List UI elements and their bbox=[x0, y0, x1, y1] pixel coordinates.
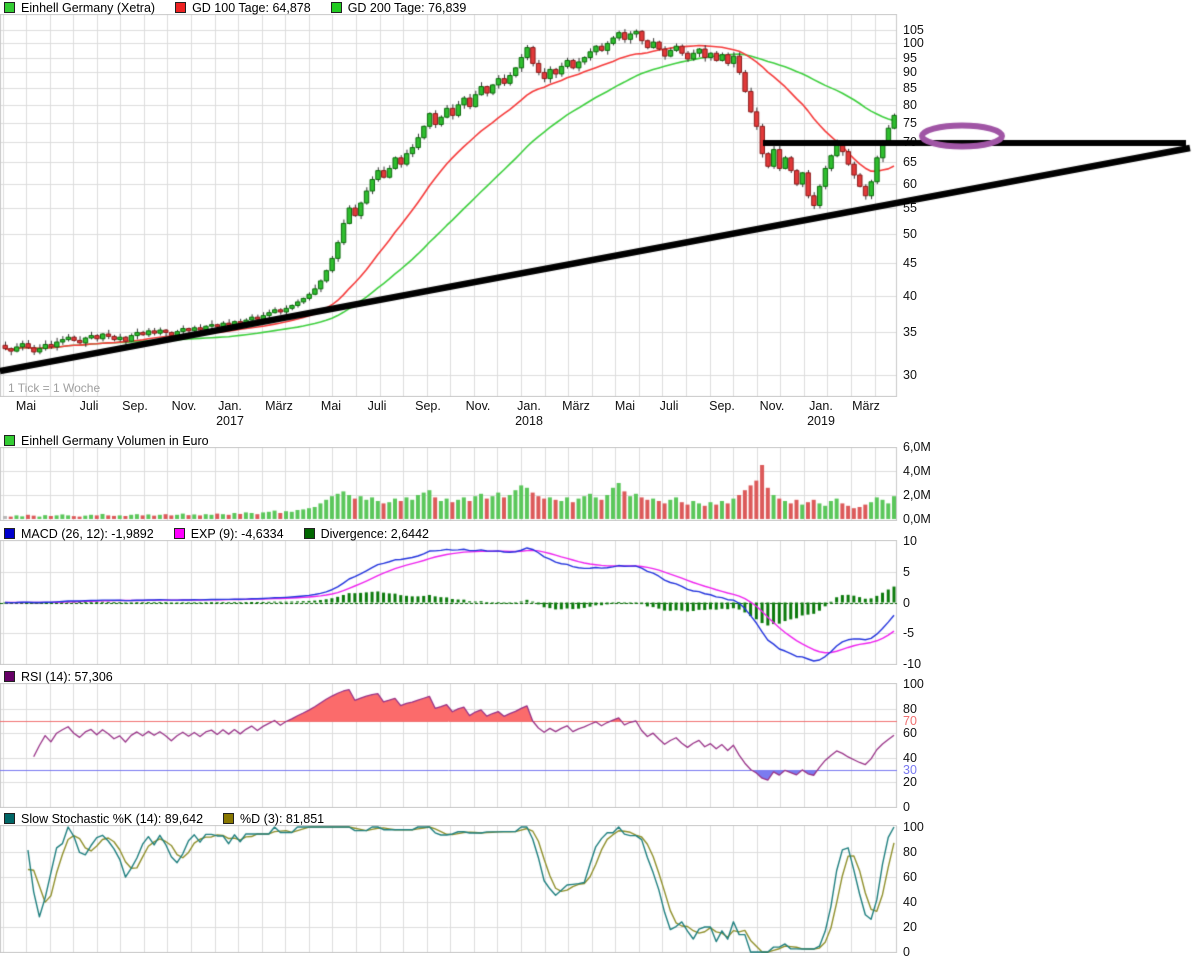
axis-tick-label: 6,0M bbox=[903, 440, 931, 454]
axis-tick-label: 100 bbox=[903, 677, 924, 691]
axis-tick-label: 80 bbox=[903, 845, 917, 859]
axis-tick-label: 35 bbox=[903, 325, 917, 340]
axis-tick-label: 80 bbox=[903, 701, 917, 716]
divergence-label: Divergence: 2,6442 bbox=[320, 526, 429, 541]
volume-plot-canvas bbox=[0, 447, 1198, 521]
x-axis-tick-label: Sep. bbox=[122, 399, 148, 413]
axis-tick-label: 70 bbox=[903, 713, 917, 728]
main-chart-legend: Einhell Germany (Xetra) GD 100 Tage: 64,… bbox=[4, 0, 467, 15]
rsi-legend: RSI (14): 57,306 bbox=[4, 670, 113, 684]
axis-tick-label: 75 bbox=[903, 115, 917, 130]
axis-tick-label: 0 bbox=[903, 800, 910, 814]
volume-legend: Einhell Germany Volumen in Euro bbox=[4, 434, 209, 448]
x-axis-tick-label: Mai bbox=[15, 399, 37, 413]
axis-tick-label: 95 bbox=[903, 50, 917, 65]
x-axis-tick-label: Nov. bbox=[171, 399, 197, 413]
axis-tick-label: 60 bbox=[903, 726, 917, 741]
x-axis-tick-label: Jan. 2018 bbox=[515, 399, 543, 428]
axis-tick-label: 40 bbox=[903, 750, 917, 765]
axis-tick-label: 50 bbox=[903, 227, 917, 242]
legend-item-exp: EXP (9): -4,6334 bbox=[173, 526, 284, 541]
axis-tick-label: 55 bbox=[903, 201, 917, 215]
axis-tick-label: 40 bbox=[903, 895, 917, 909]
axis-tick-label: 45 bbox=[903, 256, 917, 271]
axis-tick-label: 5 bbox=[903, 564, 910, 579]
axis-tick-label: -10 bbox=[903, 657, 922, 671]
axis-tick-label: 60 bbox=[903, 870, 917, 884]
gd200-swatch bbox=[330, 2, 342, 13]
x-axis-tick-label: Nov. bbox=[759, 399, 785, 413]
x-axis-tick-label: März bbox=[562, 399, 590, 413]
axis-tick-label: 20 bbox=[903, 920, 917, 934]
x-axis-tick-label: Sep. bbox=[415, 399, 441, 413]
axis-tick-label: -5 bbox=[903, 626, 915, 641]
gd100-label: GD 100 Tage: 64,878 bbox=[192, 0, 311, 15]
x-axis-tick-label: Juli bbox=[79, 399, 99, 413]
legend-item-gd100: GD 100 Tage: 64,878 bbox=[175, 1, 311, 15]
stoch-k-label: Slow Stochastic %K (14): 89,642 bbox=[21, 811, 204, 826]
volume-label: Einhell Germany Volumen in Euro bbox=[21, 433, 209, 448]
volume-swatch bbox=[4, 435, 15, 446]
x-axis-tick-label: Juli bbox=[367, 399, 387, 413]
axis-tick-label: 100 bbox=[903, 36, 924, 51]
x-axis-tick-label: März bbox=[852, 399, 880, 413]
legend-item-stoch-d: %D (3): 81,851 bbox=[223, 812, 324, 826]
legend-item-volume: Einhell Germany Volumen in Euro bbox=[4, 434, 209, 448]
gd200-label: GD 200 Tage: 76,839 bbox=[347, 0, 467, 15]
axis-tick-label: 90 bbox=[903, 65, 917, 80]
price-series-label: Einhell Germany (Xetra) bbox=[21, 0, 156, 15]
legend-item-stoch-k: Slow Stochastic %K (14): 89,642 bbox=[4, 812, 203, 826]
x-axis-tick-label: Mai bbox=[320, 399, 342, 413]
x-axis-tick-label: Jan. 2017 bbox=[216, 399, 244, 428]
axis-tick-label: 10 bbox=[903, 534, 917, 548]
axis-tick-label: 40 bbox=[903, 288, 917, 303]
axis-tick-label: 0 bbox=[903, 595, 910, 610]
x-axis-tick-label: Juli bbox=[659, 399, 679, 413]
x-axis-tick-label: Mai bbox=[614, 399, 636, 413]
gd100-swatch bbox=[175, 2, 187, 13]
price-series-swatch bbox=[4, 2, 15, 13]
macd-label: MACD (26, 12): -1,9892 bbox=[21, 526, 154, 541]
stoch-k-swatch bbox=[4, 813, 15, 824]
tick-unit-note: 1 Tick = 1 Woche bbox=[8, 381, 101, 395]
macd-plot-canvas bbox=[0, 540, 1198, 665]
axis-tick-label: 85 bbox=[903, 81, 917, 96]
axis-tick-label: 70 bbox=[903, 134, 917, 149]
axis-tick-label: 65 bbox=[903, 155, 917, 170]
axis-tick-label: 0 bbox=[903, 945, 910, 958]
stoch-d-swatch bbox=[223, 813, 235, 824]
legend-item-price: Einhell Germany (Xetra) bbox=[4, 1, 155, 15]
axis-tick-label: 2,0M bbox=[903, 488, 931, 502]
exp-label: EXP (9): -4,6334 bbox=[190, 526, 284, 541]
legend-item-rsi: RSI (14): 57,306 bbox=[4, 670, 113, 684]
axis-tick-label: 0,0M bbox=[903, 512, 931, 526]
price-plot-canvas bbox=[0, 14, 1198, 397]
axis-tick-label: 4,0M bbox=[903, 464, 931, 478]
axis-tick-label: 30 bbox=[903, 367, 917, 382]
axis-tick-label: 80 bbox=[903, 97, 917, 112]
macd-legend: MACD (26, 12): -1,9892 EXP (9): -4,6334 … bbox=[4, 526, 429, 541]
rsi-plot-canvas bbox=[0, 683, 1198, 808]
x-axis-tick-label: März bbox=[265, 399, 293, 413]
divergence-swatch bbox=[303, 528, 315, 539]
x-axis-tick-label: Nov. bbox=[465, 399, 491, 413]
rsi-label: RSI (14): 57,306 bbox=[21, 669, 113, 684]
axis-tick-label: 20 bbox=[903, 775, 917, 790]
axis-tick-label: 105 bbox=[903, 23, 924, 37]
axis-tick-label: 60 bbox=[903, 177, 917, 192]
stochastic-legend: Slow Stochastic %K (14): 89,642 %D (3): … bbox=[4, 812, 324, 826]
legend-item-gd200: GD 200 Tage: 76,839 bbox=[330, 0, 467, 15]
axis-tick-label: 100 bbox=[903, 820, 924, 834]
rsi-swatch bbox=[4, 671, 15, 682]
legend-item-macd: MACD (26, 12): -1,9892 bbox=[4, 527, 154, 541]
exp-swatch bbox=[173, 528, 185, 539]
legend-item-divergence: Divergence: 2,6442 bbox=[303, 526, 429, 541]
x-axis-tick-label: Jan. 2019 bbox=[807, 399, 835, 428]
stoch-d-label: %D (3): 81,851 bbox=[240, 811, 325, 826]
macd-swatch bbox=[4, 528, 15, 539]
axis-tick-label: 30 bbox=[903, 763, 917, 778]
stochastic-plot-canvas bbox=[0, 825, 1198, 953]
x-axis-tick-label: Sep. bbox=[709, 399, 735, 413]
